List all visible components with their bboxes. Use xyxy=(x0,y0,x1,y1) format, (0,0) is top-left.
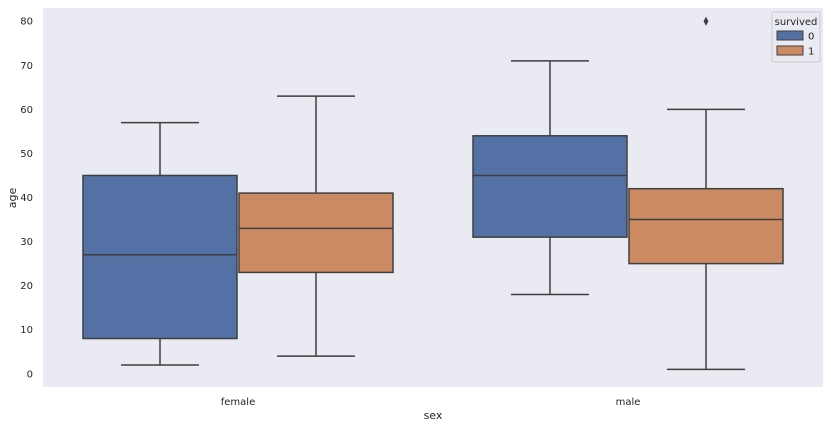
box-female-survived-0 xyxy=(82,121,238,366)
iqr-box xyxy=(82,174,238,340)
legend-title: survived xyxy=(775,17,818,28)
y-tick-label: 30 xyxy=(20,237,33,248)
box-female-survived-1 xyxy=(238,95,394,357)
y-tick-label: 20 xyxy=(20,281,33,292)
y-tick-label: 80 xyxy=(20,17,33,28)
legend-label: 0 xyxy=(808,32,814,43)
x-tick-labels: female male xyxy=(221,397,641,408)
x-tick-label: female xyxy=(221,397,255,408)
iqr-box xyxy=(628,187,784,265)
box-male-survived-0 xyxy=(472,60,628,296)
y-tick-label: 50 xyxy=(20,149,33,160)
legend-swatch xyxy=(776,45,804,56)
y-tick-label: 40 xyxy=(20,193,33,204)
y-tick-labels: 0 10 20 30 40 50 60 70 80 xyxy=(20,17,33,381)
iqr-box xyxy=(238,192,394,274)
marks-layer xyxy=(82,16,784,371)
legend-label: 1 xyxy=(808,47,814,58)
x-axis-label: sex xyxy=(424,409,443,422)
iqr-box xyxy=(472,135,628,238)
y-tick-label: 10 xyxy=(20,325,33,336)
y-tick-label: 70 xyxy=(20,61,33,72)
x-tick-label: male xyxy=(616,397,641,408)
y-tick-label: 60 xyxy=(20,105,33,116)
box-male-survived-1 xyxy=(628,16,784,371)
legend-swatch xyxy=(776,30,804,41)
y-axis-label: age xyxy=(6,188,19,209)
legend: survived 0 1 xyxy=(771,11,821,63)
outlier-point xyxy=(703,16,709,26)
y-tick-label: 0 xyxy=(27,369,33,380)
